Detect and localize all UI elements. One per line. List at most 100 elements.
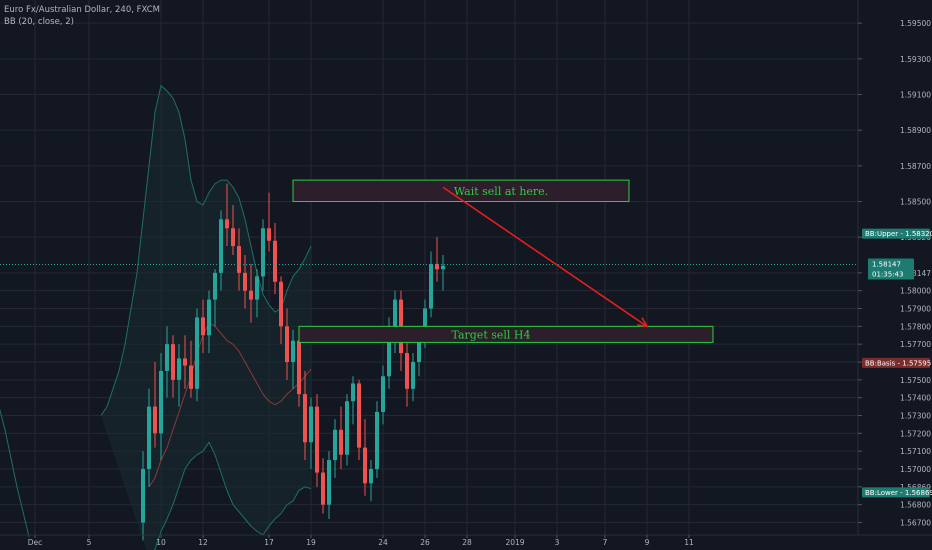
candle-body xyxy=(279,281,283,327)
candle-body xyxy=(405,353,409,389)
candle-body xyxy=(267,228,271,241)
price-tick-label: 1.57300 xyxy=(900,412,931,421)
candle-body xyxy=(375,411,379,470)
wait-sell-label: Wait sell at here. xyxy=(454,185,548,198)
price-tick-label: 1.56700 xyxy=(900,519,931,528)
price-tick-label: 1.58147 xyxy=(900,269,931,278)
price-tick-label: 1.59300 xyxy=(900,55,931,64)
candle-body xyxy=(321,472,325,505)
candle-body xyxy=(435,263,439,270)
trend-arrow[interactable] xyxy=(442,186,648,328)
candle-body xyxy=(441,265,445,270)
candle-body xyxy=(225,219,229,229)
candle-body xyxy=(393,299,397,330)
candle-body xyxy=(285,326,289,363)
candle-body xyxy=(195,317,199,389)
candle-body xyxy=(351,383,355,402)
candle-body xyxy=(411,362,415,389)
countdown-label: 01:35:43 xyxy=(872,270,903,278)
candle-body xyxy=(231,228,235,247)
candle-body xyxy=(219,219,223,273)
time-tick-label: 7 xyxy=(603,538,608,547)
bb-fill xyxy=(101,85,311,550)
candle-body xyxy=(189,365,193,389)
bb-basis-line xyxy=(148,322,312,488)
candle-body xyxy=(387,329,391,377)
candle-body xyxy=(273,240,277,282)
candle-body xyxy=(159,370,163,434)
candle-body xyxy=(141,469,145,523)
candle-body xyxy=(429,263,433,309)
drawings-layer: Wait sell at here. Target sell H4 xyxy=(0,179,858,343)
symbol-title[interactable]: Euro Fx/Australian Dollar, 240, FXCM xyxy=(4,5,161,15)
candle-body xyxy=(291,340,295,363)
candlestick-series xyxy=(141,183,445,541)
price-tick-label: 1.56869 xyxy=(900,483,931,492)
candle-body xyxy=(327,460,331,505)
candle-body xyxy=(303,394,307,443)
price-tick-label: 1.58500 xyxy=(900,198,931,207)
time-tick-label: 5 xyxy=(87,538,92,547)
current-price-tag xyxy=(868,258,914,280)
time-tick-label: 12 xyxy=(198,538,208,547)
candle-body xyxy=(237,246,241,273)
price-tick-label: 1.59500 xyxy=(900,19,931,28)
price-tick-label: 1.56800 xyxy=(900,501,931,510)
candle-body xyxy=(165,344,169,371)
bb-lower-left xyxy=(0,408,30,537)
current-price-label: 1.58147 xyxy=(872,260,901,268)
price-tick-label: 1.59100 xyxy=(900,91,931,100)
candle-body xyxy=(423,308,427,341)
price-tick-label: 1.57400 xyxy=(900,394,931,403)
candle-body xyxy=(381,376,385,412)
price-tick-label: 1.57500 xyxy=(900,376,931,385)
bb-basis-tag-label: BB:Basis - 1.57595 xyxy=(865,359,931,367)
time-tick-label: 10 xyxy=(156,538,166,547)
bb-upper-line xyxy=(100,84,312,416)
time-tick-label: 11 xyxy=(684,538,694,547)
candle-body xyxy=(339,429,343,455)
price-tick-label: 1.57100 xyxy=(900,447,931,456)
candle-body xyxy=(249,290,253,300)
candle-body xyxy=(369,469,373,484)
price-tick-label: 1.58000 xyxy=(900,287,931,296)
time-tick-label: 3 xyxy=(555,538,560,547)
time-tick-label: 17 xyxy=(264,538,274,547)
candle-body xyxy=(213,272,217,300)
time-tick-label: 9 xyxy=(645,538,650,547)
time-tick-label: 24 xyxy=(378,538,388,547)
bb-upper-tag-label: BB:Upper - 1.58320 xyxy=(865,230,932,238)
candle-body xyxy=(363,447,367,484)
candle-body xyxy=(207,299,211,336)
candle-body xyxy=(297,340,301,395)
candle-body xyxy=(147,406,151,470)
candle-body xyxy=(333,429,337,461)
bb-upper-tag xyxy=(862,228,930,239)
indicator-title[interactable]: BB (20, close, 2) xyxy=(4,17,74,27)
candle-body xyxy=(309,406,313,443)
bb-lower-tag xyxy=(862,487,930,498)
price-tick-label: 1.57000 xyxy=(900,465,931,474)
time-tick-label: 28 xyxy=(462,538,472,547)
target-sell-zone[interactable] xyxy=(298,325,714,343)
wait-sell-zone[interactable] xyxy=(292,179,630,203)
time-tick-label: 19 xyxy=(306,538,316,547)
time-tick-label: 26 xyxy=(420,538,430,547)
candle-body xyxy=(171,344,175,380)
price-tick-label: 1.57700 xyxy=(900,340,931,349)
candle-body xyxy=(261,228,265,277)
candle-body xyxy=(153,406,157,434)
bb-lower-line xyxy=(153,441,312,550)
candle-body xyxy=(201,317,205,336)
candle-body xyxy=(417,340,421,363)
candle-body xyxy=(177,358,181,380)
price-tick-label: 1.58700 xyxy=(900,162,931,171)
candle-body xyxy=(243,272,247,291)
price-axis: 1.59500 1.59300 1.59100 1.58900 1.58700 1.585… xyxy=(857,0,932,535)
time-tick-label: 2019 xyxy=(505,538,524,547)
candle-body xyxy=(183,358,187,366)
chart-legend: Euro Fx/Australian Dollar, 240, FXCM BB … xyxy=(4,4,160,28)
price-tick-label: 1.58900 xyxy=(900,126,931,135)
